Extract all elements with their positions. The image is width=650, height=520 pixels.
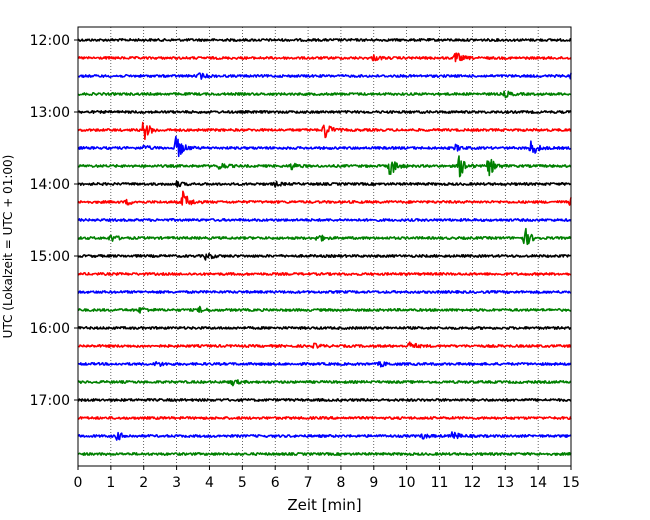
y-tick-label: 16:00	[30, 321, 70, 337]
x-tick-label: 2	[139, 475, 148, 491]
y-tick-label: 17:00	[30, 393, 70, 409]
trace-1645	[77, 379, 572, 387]
x-tick-label: 0	[74, 475, 83, 491]
x-tick-label: 10	[398, 475, 416, 491]
x-tick-label: 13	[496, 475, 514, 491]
trace-1300	[77, 110, 572, 114]
y-axis: 12:00 13:00 14:00 15:00 16:00 17:00	[30, 33, 78, 409]
trace-1230	[77, 72, 572, 80]
x-tick-label: 11	[431, 475, 449, 491]
trace-1715	[77, 416, 572, 420]
y-tick-label: 15:00	[30, 249, 70, 265]
trace-1515	[77, 272, 572, 276]
plot-frame	[77, 26, 572, 467]
trace-1445	[77, 227, 572, 246]
trace-1315	[77, 121, 572, 141]
trace-1500	[77, 252, 572, 261]
trace-1630	[77, 361, 572, 368]
trace-1615	[77, 341, 572, 349]
x-tick-label: 5	[238, 475, 247, 491]
trace-1245	[77, 90, 572, 99]
trace-1415	[77, 190, 572, 206]
y-tick-label: 14:00	[30, 177, 70, 193]
trace-1400	[77, 180, 572, 188]
x-axis-label: Zeit [min]	[287, 496, 361, 514]
x-tick-label: 15	[562, 475, 580, 491]
x-tick-label: 4	[205, 475, 214, 491]
trace-1330	[77, 135, 572, 158]
x-tick-label: 6	[271, 475, 280, 491]
x-axis: 0 1 2 3 4 5 6 7 8 9 10 11 12 13 14 15	[74, 466, 580, 491]
x-tick-label: 9	[369, 475, 378, 491]
trace-1700	[77, 398, 572, 402]
seismic-traces	[77, 38, 572, 456]
trace-1530	[77, 290, 572, 294]
y-tick-label: 12:00	[30, 33, 70, 49]
x-tick-label: 8	[336, 475, 345, 491]
trace-1345	[77, 155, 572, 178]
trace-1745	[77, 452, 572, 456]
trace-1430	[77, 218, 572, 222]
y-axis-label: UTC (Lokalzeit = UTC + 01:00)	[1, 155, 15, 339]
trace-1730	[77, 431, 572, 441]
y-tick-label: 13:00	[30, 105, 70, 121]
x-tick-label: 12	[463, 475, 481, 491]
trace-1600	[77, 326, 572, 330]
x-tick-label: 1	[106, 475, 115, 491]
x-tick-label: 7	[304, 475, 313, 491]
x-tick-label: 3	[172, 475, 181, 491]
vertical-grid-lines	[110, 27, 539, 466]
x-tick-label: 14	[529, 475, 547, 491]
trace-1200	[77, 38, 572, 42]
trace-1215	[77, 52, 572, 63]
trace-1545	[77, 305, 572, 314]
